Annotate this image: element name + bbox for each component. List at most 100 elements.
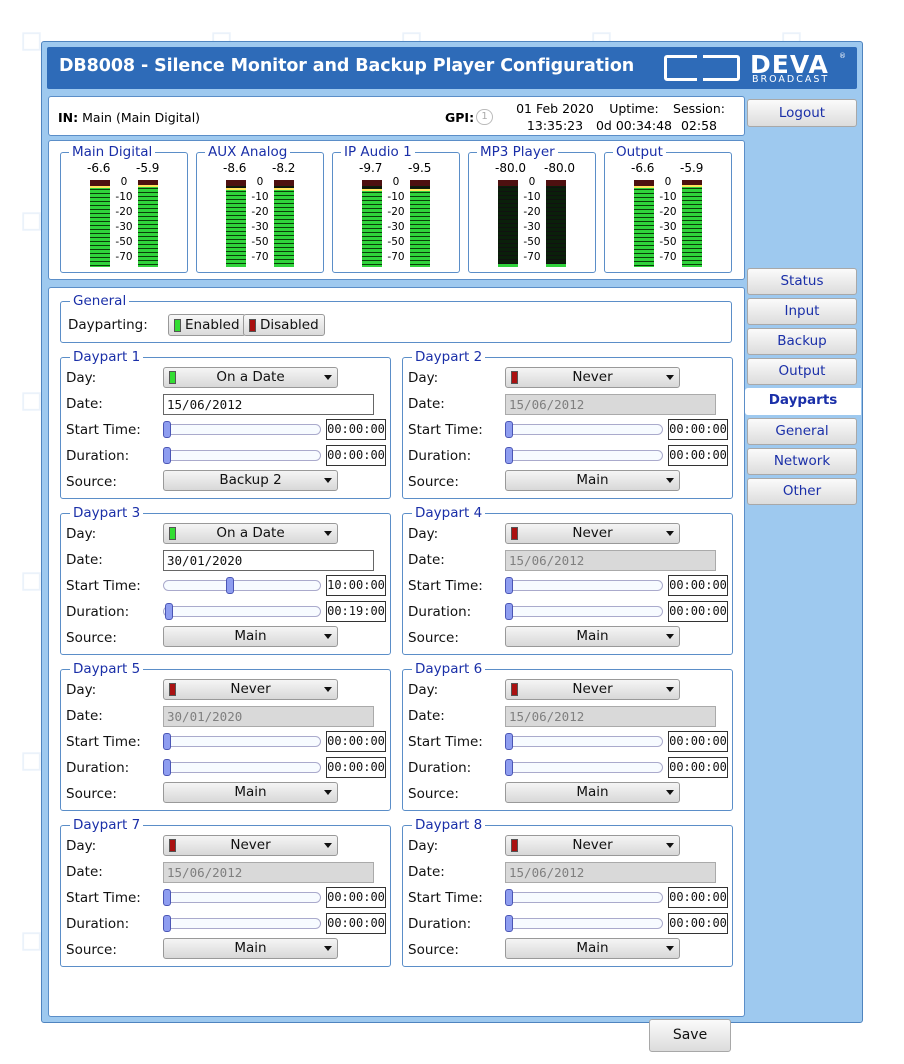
db-logo-mark [664,55,740,81]
daypart-start-slider[interactable] [163,889,321,906]
daypart-start-value[interactable]: 00:00:00 [326,419,386,440]
daypart-start-value[interactable]: 00:00:00 [326,887,386,908]
daypart-duration-value[interactable]: 00:00:00 [668,757,728,778]
daypart-source-select[interactable]: Main [505,782,680,803]
daypart-source-select[interactable]: Main [163,782,338,803]
daypart-duration-value[interactable]: 00:00:00 [668,601,728,622]
daypart-duration-slider[interactable] [163,447,321,464]
daypart-duration-value[interactable]: 00:19:00 [326,601,386,622]
slider-thumb[interactable] [164,603,173,620]
daypart-legend: Daypart 4 [412,505,486,521]
slider-thumb[interactable] [163,447,171,464]
daypart-start-value[interactable]: 10:00:00 [326,575,386,596]
nav-backup[interactable]: Backup [747,328,857,355]
slider-thumb[interactable] [163,759,171,776]
daypart-start-slider[interactable] [505,421,663,438]
daypart-date-label: Date: [66,708,103,724]
daypart-duration-value[interactable]: 00:00:00 [326,445,386,466]
daypart-duration-slider[interactable] [163,603,321,620]
daypart-source-select[interactable]: Main [163,938,338,959]
meter-aux-analog: AUX Analog -8.6 -8.2 0 -10 -20 -30 -50 -70 [196,144,324,273]
slider-thumb[interactable] [163,421,171,438]
daypart-source-select[interactable]: Main [505,626,680,647]
slider-thumb[interactable] [505,759,513,776]
daypart-start-slider[interactable] [163,421,321,438]
daypart-date-input[interactable]: 30/01/2020 [163,550,374,571]
meter-fill [498,264,518,267]
nav-dayparts[interactable]: Dayparts [745,388,861,415]
gpi-label: GPI: [445,110,475,125]
general-group: General Dayparting: Enabled Disabled [60,293,732,343]
daypart-source-select[interactable]: Main [505,938,680,959]
slider-thumb[interactable] [505,577,513,594]
slider-thumb[interactable] [505,915,513,932]
meter-clip-zone [90,180,110,186]
daypart-source-select[interactable]: Backup 2 [163,470,338,491]
daypart-day-select[interactable]: Never [505,367,680,388]
daypart-day-select[interactable]: On a Date [163,367,338,388]
daypart-day-select[interactable]: Never [505,523,680,544]
daypart-duration-value[interactable]: 00:00:00 [326,913,386,934]
daypart-start-slider[interactable] [163,577,321,594]
slider-thumb[interactable] [505,447,513,464]
daypart-day-select[interactable]: Never [163,679,338,700]
nav-input[interactable]: Input [747,298,857,325]
daypart-duration-value[interactable]: 00:00:00 [668,445,728,466]
nav-status[interactable]: Status [747,268,857,295]
daypart-start-value[interactable]: 00:00:00 [668,731,728,752]
nav-general[interactable]: General [747,418,857,445]
daypart-source-select[interactable]: Main [505,470,680,491]
daypart-date-input[interactable]: 15/06/2012 [505,394,716,415]
daypart-date-input[interactable]: 15/06/2012 [163,862,374,883]
daypart-duration-slider[interactable] [505,447,663,464]
daypart-duration-value[interactable]: 00:00:00 [668,913,728,934]
daypart-duration-slider[interactable] [163,759,321,776]
daypart-start-value[interactable]: 00:00:00 [668,419,728,440]
daypart-day-select[interactable]: On a Date [163,523,338,544]
nav-network[interactable]: Network [747,448,857,475]
daypart-start-slider[interactable] [505,577,663,594]
save-button[interactable]: Save [649,1019,731,1052]
daypart-duration-slider[interactable] [505,915,663,932]
daypart-date-input[interactable]: 15/06/2012 [163,394,374,415]
daypart-start-slider[interactable] [163,733,321,750]
nav-output[interactable]: Output [747,358,857,385]
daypart-date-input[interactable]: 15/06/2012 [505,862,716,883]
daypart-day-select[interactable]: Never [505,835,680,856]
daypart-day-select[interactable]: Never [505,679,680,700]
daypart-start-value[interactable]: 00:00:00 [668,887,728,908]
slider-thumb[interactable] [163,915,171,932]
slider-thumb[interactable] [505,421,513,438]
daypart-duration-slider[interactable] [505,759,663,776]
daypart-duration-slider[interactable] [505,603,663,620]
daypart-day-label: Day: [66,370,97,386]
session-value: 02:58 [680,118,718,133]
daypart-date-input[interactable]: 15/06/2012 [505,550,716,571]
dropdown-arrow-icon [324,687,332,692]
daypart-start-slider[interactable] [505,889,663,906]
logout-button[interactable]: Logout [747,99,857,127]
daypart-day-select[interactable]: Never [163,835,338,856]
slider-thumb[interactable] [226,577,234,594]
nav-other[interactable]: Other [747,478,857,505]
dayparting-enabled-button[interactable]: Enabled [168,314,246,336]
meter-clip-zone [138,180,158,186]
slider-thumb[interactable] [163,733,171,750]
meter-clip-zone [682,180,702,186]
daypart-duration-slider[interactable] [163,915,321,932]
meter-bar-left [634,180,654,267]
slider-thumb[interactable] [163,889,171,906]
daypart-start-slider[interactable] [505,733,663,750]
slider-thumb[interactable] [505,733,513,750]
daypart-duration-value[interactable]: 00:00:00 [326,757,386,778]
dayparting-disabled-button[interactable]: Disabled [243,314,325,336]
dropdown-arrow-icon [324,531,332,536]
meter-scale-tick: -70 [115,251,133,263]
slider-thumb[interactable] [505,889,513,906]
daypart-start-value[interactable]: 00:00:00 [326,731,386,752]
daypart-start-value[interactable]: 00:00:00 [668,575,728,596]
daypart-date-input[interactable]: 30/01/2020 [163,706,374,727]
daypart-date-input[interactable]: 15/06/2012 [505,706,716,727]
daypart-source-select[interactable]: Main [163,626,338,647]
slider-thumb[interactable] [505,603,513,620]
